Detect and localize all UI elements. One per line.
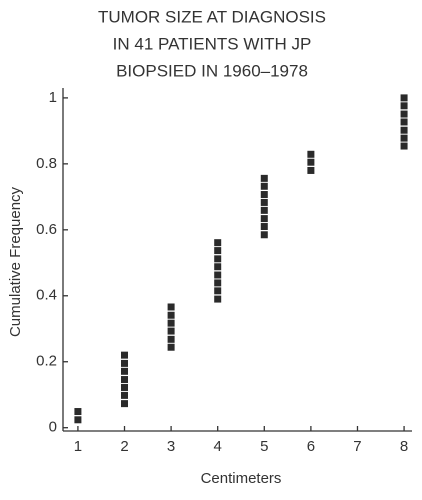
- x-tick-label: 3: [167, 438, 175, 455]
- point: [400, 118, 408, 126]
- point: [167, 335, 175, 343]
- point: [400, 110, 408, 118]
- point: [167, 311, 175, 319]
- y-tick-label: 0.2: [36, 353, 57, 370]
- x-tick-label: 5: [260, 438, 268, 455]
- point: [214, 255, 222, 263]
- point: [400, 102, 408, 110]
- point: [260, 231, 268, 239]
- point: [260, 223, 268, 231]
- point: [121, 400, 129, 408]
- point: [121, 359, 129, 367]
- point: [121, 367, 129, 375]
- x-axis-label: Centimeters: [201, 470, 282, 487]
- point: [121, 391, 129, 399]
- x-tick-label: 2: [120, 438, 128, 455]
- point: [260, 198, 268, 206]
- point: [121, 351, 129, 359]
- chart-title: IN 41 PATIENTS WITH JP: [113, 34, 312, 53]
- point: [307, 158, 315, 166]
- point: [214, 271, 222, 279]
- point: [260, 206, 268, 214]
- point: [167, 327, 175, 335]
- point: [74, 416, 82, 424]
- chart-title: BIOPSIED IN 1960–1978: [116, 61, 308, 80]
- point: [214, 247, 222, 255]
- x-tick-label: 4: [214, 438, 222, 455]
- chart-title: TUMOR SIZE AT DIAGNOSIS: [98, 7, 326, 26]
- point: [307, 166, 315, 174]
- y-tick-label: 0.4: [36, 287, 57, 304]
- x-tick-label: 7: [353, 438, 361, 455]
- y-tick-label: 0.8: [36, 155, 57, 172]
- y-tick-label: 0: [49, 419, 57, 436]
- point: [260, 215, 268, 223]
- x-tick-label: 1: [74, 438, 82, 455]
- y-tick-label: 0.6: [36, 221, 57, 238]
- point: [74, 408, 82, 416]
- point: [167, 303, 175, 311]
- point: [307, 150, 315, 158]
- point: [167, 319, 175, 327]
- point: [214, 287, 222, 295]
- point: [121, 376, 129, 384]
- point: [214, 279, 222, 287]
- point: [214, 295, 222, 303]
- y-tick-label: 1: [49, 89, 57, 106]
- y-axis-label: Cumulative Frequency: [7, 186, 24, 337]
- point: [400, 94, 408, 102]
- point: [121, 383, 129, 391]
- point: [260, 174, 268, 182]
- point: [167, 343, 175, 351]
- x-tick-label: 6: [307, 438, 315, 455]
- x-tick-label: 8: [400, 438, 408, 455]
- point: [400, 134, 408, 142]
- point: [260, 191, 268, 199]
- point: [400, 126, 408, 134]
- point: [214, 239, 222, 247]
- point: [260, 182, 268, 190]
- point: [214, 263, 222, 271]
- point: [400, 142, 408, 150]
